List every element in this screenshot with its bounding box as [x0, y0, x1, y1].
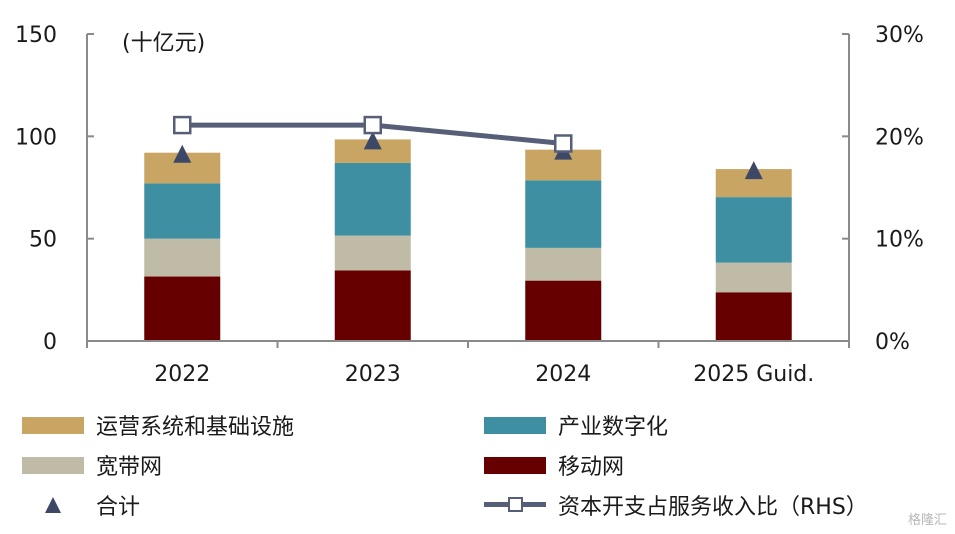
capex-ratio-point-1 — [363, 115, 382, 135]
bar-3-1 — [334, 139, 411, 163]
chart-svg: 0 50 100 150 0% 10% 20% 30% 2022 2023 2024 2025 Gui… — [15, 23, 924, 387]
bar-2-1 — [334, 162, 411, 236]
x-tick-label: 2025 Guid. — [693, 362, 814, 387]
legend-item-digital: 产业数字化 — [484, 408, 668, 442]
legend-item-ratio: 资本开支占服务收入比（RHS） — [484, 488, 868, 522]
legend-label-ops: 运营系统和基础设施 — [96, 415, 295, 440]
y-left-tick-label: 0 — [43, 330, 57, 355]
x-tick-label: 2022 — [154, 362, 210, 387]
legend-item-mobile: 移动网 — [484, 448, 624, 482]
y-right-tick-label: 0% — [875, 330, 910, 355]
x-tick-label: 2024 — [535, 362, 591, 387]
total-marker-0 — [173, 144, 192, 163]
bar-2-3 — [715, 197, 792, 263]
y-left-tick-label: 100 — [15, 125, 57, 150]
bar-0-0 — [144, 276, 221, 341]
bar-2-2 — [525, 180, 602, 248]
legend-label-ratio: 资本开支占服务收入比（RHS） — [558, 495, 868, 520]
bar-0-1 — [334, 270, 411, 341]
x-tick-label: 2023 — [345, 362, 401, 387]
bar-2-0 — [144, 183, 221, 239]
total-marker-3 — [744, 161, 763, 180]
legend-label-mobile: 移动网 — [558, 455, 625, 480]
bar-0-2 — [525, 280, 602, 341]
legend: 运营系统和基础设施 产业数字化 宽带网 移动网 合计 资本开支占服务收入比（RH… — [0, 400, 955, 534]
y-right-tick-label: 10% — [875, 228, 924, 253]
legend-swatch-ops — [22, 416, 84, 434]
y-right-tick-label: 20% — [875, 125, 924, 150]
capex-ratio-point-2 — [554, 134, 573, 153]
legend-label-broadband: 宽带网 — [96, 455, 163, 480]
legend-item-total: 合计 — [22, 488, 140, 522]
bar-1-1 — [334, 235, 411, 271]
legend-line-marker-icon — [484, 494, 546, 516]
y-right-tick-label: 30% — [875, 23, 924, 48]
capex-ratio-point-0 — [173, 115, 192, 135]
watermark: 格隆汇 — [907, 513, 947, 528]
legend-swatch-broadband — [22, 456, 84, 474]
legend-label-digital: 产业数字化 — [558, 415, 669, 440]
legend-swatch-digital — [484, 416, 546, 434]
bar-1-3 — [715, 262, 792, 293]
legend-swatch-mobile — [484, 456, 546, 474]
unit-label: (十亿元) — [122, 31, 205, 56]
legend-item-broadband: 宽带网 — [22, 448, 162, 482]
y-left-tick-label: 150 — [15, 23, 57, 48]
legend-item-ops: 运营系统和基础设施 — [22, 408, 294, 442]
bar-1-0 — [144, 238, 221, 277]
y-left-tick-label: 50 — [29, 228, 57, 253]
total-marker-1 — [363, 131, 382, 150]
bar-1-2 — [525, 247, 602, 281]
legend-label-total: 合计 — [96, 495, 141, 520]
bar-0-3 — [715, 292, 792, 341]
legend-triangle-icon — [22, 494, 84, 516]
